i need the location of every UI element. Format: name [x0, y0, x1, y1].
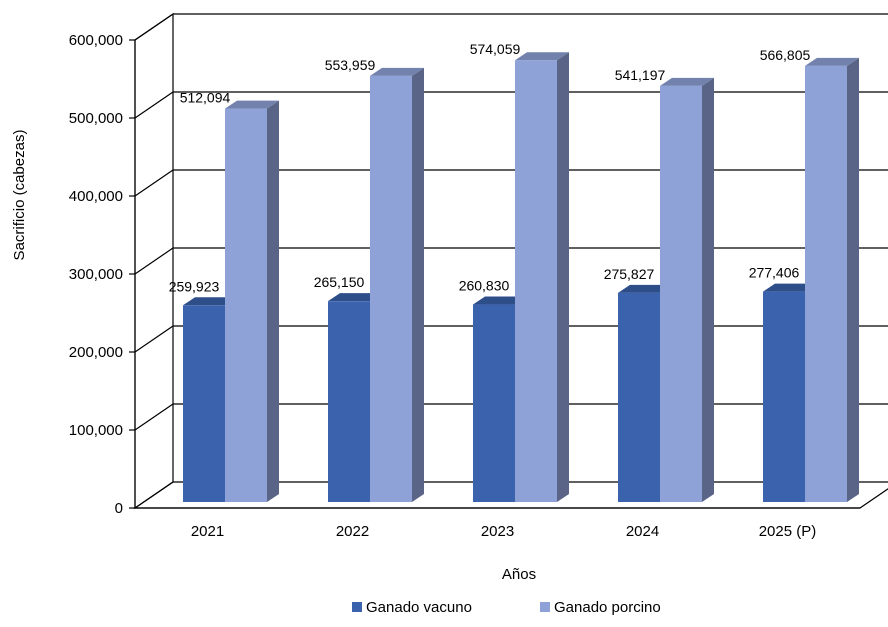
- gridline-depth: [134, 403, 174, 431]
- y-tick-label: 200,000: [69, 344, 123, 361]
- bar-top: [473, 296, 527, 305]
- bar-side: [267, 100, 279, 502]
- bar: [225, 108, 267, 502]
- gridline-depth: [134, 91, 174, 119]
- y-tick-label: 400,000: [69, 188, 123, 205]
- gridline-depth: [134, 325, 174, 353]
- bar-side: [702, 77, 714, 503]
- bar-top: [370, 67, 424, 76]
- x-tick-label: 2024: [626, 523, 659, 540]
- y-tick-label: 0: [115, 500, 123, 517]
- bar-side: [557, 52, 569, 502]
- y-tick-label: 600,000: [69, 32, 123, 49]
- data-label: 541,197: [615, 67, 666, 83]
- y-tick-label: 500,000: [69, 110, 123, 127]
- data-label: 277,406: [749, 265, 800, 281]
- bar-top: [225, 100, 279, 109]
- bar: [370, 75, 412, 502]
- bar-top: [805, 57, 859, 66]
- data-label: 260,830: [459, 278, 510, 294]
- bar-top: [763, 283, 817, 292]
- data-label: 265,150: [314, 274, 365, 290]
- bar-top: [328, 293, 382, 302]
- data-label: 553,959: [325, 57, 376, 73]
- bar-top: [515, 52, 569, 61]
- legend-label: Ganado porcino: [554, 599, 661, 616]
- x-axis-title: Años: [502, 566, 536, 583]
- bar: [328, 301, 370, 502]
- y-tick-label: 100,000: [69, 422, 123, 439]
- y-tick-label: 300,000: [69, 266, 123, 283]
- y-axis-title: Sacrificio (cabezas): [11, 130, 28, 261]
- legend-label: Ganado vacuno: [366, 599, 472, 616]
- legend-swatch: [352, 602, 362, 612]
- bar: [805, 65, 847, 503]
- bar: [763, 291, 805, 502]
- bar: [183, 305, 225, 502]
- x-tick-label: 2023: [481, 523, 514, 540]
- bar: [515, 60, 557, 502]
- bar-side: [412, 67, 424, 502]
- bar: [660, 85, 702, 503]
- bar: [618, 292, 660, 502]
- gridline-depth: [134, 13, 174, 41]
- data-label: 566,805: [760, 47, 811, 63]
- x-tick-label: 2022: [336, 523, 369, 540]
- bar-top: [183, 297, 237, 306]
- bar-top: [618, 284, 672, 293]
- gridline-depth: [134, 247, 174, 275]
- data-label: 574,059: [470, 41, 521, 57]
- data-label: 275,827: [604, 266, 655, 282]
- legend-swatch: [540, 602, 550, 612]
- bar-side: [847, 57, 859, 503]
- bar: [473, 304, 515, 502]
- data-label: 259,923: [169, 278, 220, 294]
- gridline-depth: [134, 169, 174, 197]
- bar-top: [660, 77, 714, 86]
- x-tick-label: 2021: [191, 523, 224, 540]
- data-label: 512,094: [180, 90, 231, 106]
- x-tick-label: 2025 (P): [759, 523, 817, 540]
